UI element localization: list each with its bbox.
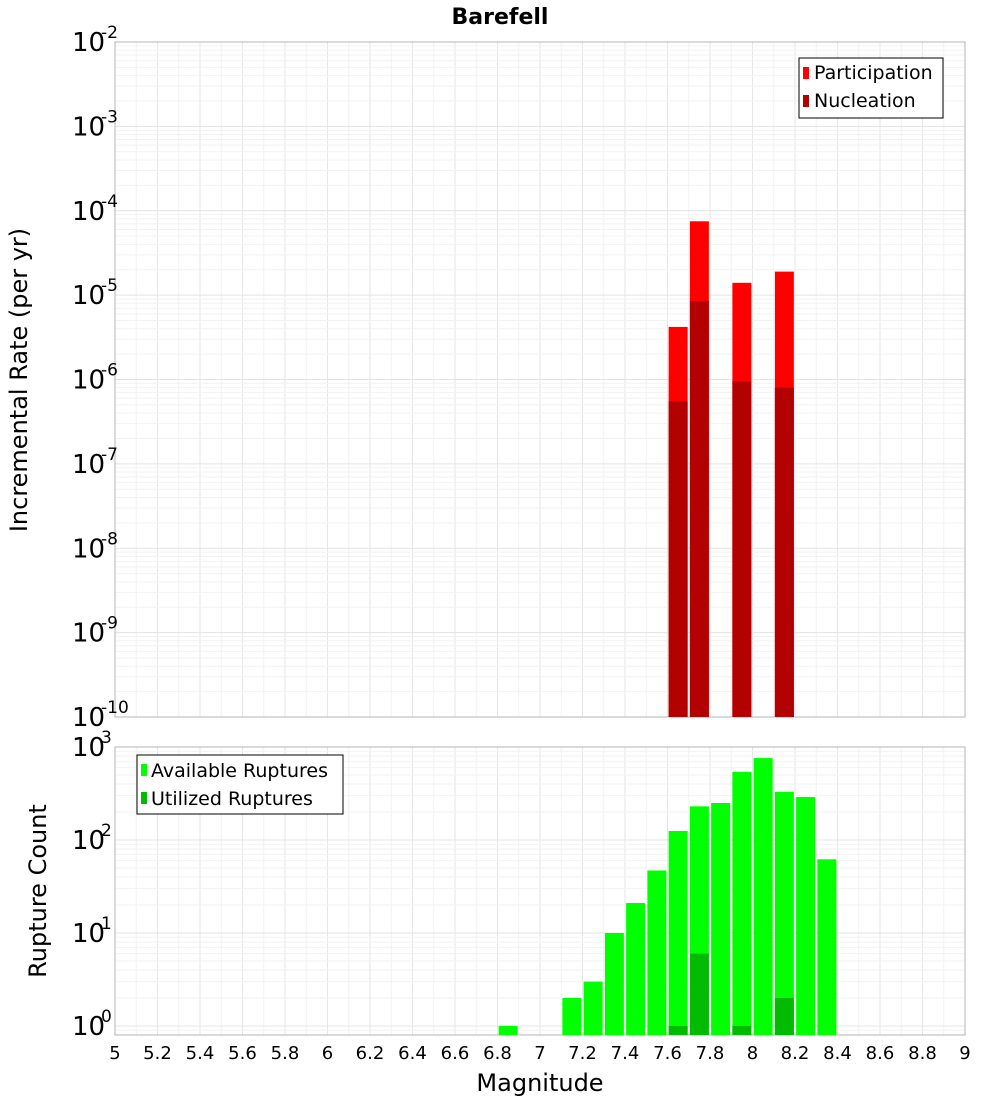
y-tick-label: 10: [72, 919, 105, 949]
bar-utilized-ruptures: [689, 953, 709, 1035]
x-tick-label: 5.2: [143, 1043, 172, 1064]
y-tick-label: 10: [72, 534, 105, 564]
y-tick-exponent: 1: [101, 914, 112, 934]
bottom-legend-box: [136, 754, 344, 815]
y-tick-label: 10: [72, 28, 105, 58]
bar-available-ruptures: [711, 802, 731, 1035]
y-tick-exponent: -4: [101, 192, 118, 212]
x-tick-label: 6.4: [398, 1043, 427, 1064]
y-tick-exponent: 3: [101, 728, 112, 748]
x-tick-label: 6.6: [441, 1043, 470, 1064]
bar-utilized-ruptures: [774, 997, 794, 1035]
bottom-panel-bars: [498, 758, 837, 1035]
x-tick-label: 7.2: [568, 1043, 597, 1064]
y-tick-exponent: -7: [101, 445, 118, 465]
bar-available-ruptures: [753, 758, 773, 1035]
bottom-legend: Available Ruptures Utilized Ruptures: [136, 754, 344, 815]
bar-available-ruptures: [562, 997, 582, 1035]
bar-nucleation: [668, 401, 688, 717]
top-panel-grid: [114, 42, 966, 718]
y-tick-exponent: -5: [101, 276, 118, 296]
x-tick-label: 6.8: [483, 1043, 512, 1064]
bar-available-ruptures: [732, 771, 752, 1035]
y-tick-label: 10: [72, 450, 105, 480]
x-tick-label: 6.2: [356, 1043, 385, 1064]
bar-utilized-ruptures: [732, 1025, 752, 1035]
bar-nucleation: [732, 381, 752, 717]
chart-title: Barefell: [452, 5, 549, 30]
x-tick-label: 5.6: [228, 1043, 257, 1064]
bottom-plot-frame: [114, 746, 966, 1036]
x-tick-label: 7.6: [653, 1043, 682, 1064]
x-tick-label: 8.2: [781, 1043, 810, 1064]
y-tick-label: 10: [72, 733, 105, 763]
y-tick-exponent: 0: [101, 1007, 112, 1027]
bar-available-ruptures: [647, 870, 667, 1035]
x-axis-label: Magnitude: [476, 1069, 603, 1097]
x-tick-label: 8.8: [908, 1043, 937, 1064]
x-tick-label: 8.4: [823, 1043, 852, 1064]
top-y-axis-label: Incremental Rate (per yr): [5, 228, 33, 532]
y-tick-label: 10: [72, 703, 105, 733]
y-tick-exponent: -6: [101, 361, 118, 381]
y-tick-exponent: -9: [101, 614, 118, 634]
y-tick-label: 10: [72, 619, 105, 649]
bar-available-ruptures: [817, 859, 837, 1035]
x-tick-label: 9: [959, 1043, 970, 1064]
legend-label-participation: Participation: [814, 62, 933, 84]
bar-nucleation: [689, 301, 709, 717]
top-legend: Participation Nucleation: [798, 57, 944, 119]
y-tick-exponent: -2: [101, 23, 118, 43]
y-tick-label: 10: [72, 197, 105, 227]
y-tick-exponent: -10: [101, 698, 129, 718]
y-tick-label: 10: [72, 281, 105, 311]
x-tick-label: 6: [322, 1043, 333, 1064]
x-tick-label: 5: [109, 1043, 120, 1064]
x-tick-label: 7.8: [696, 1043, 725, 1064]
legend-swatch-available-ruptures: [141, 764, 147, 776]
top-plot-frame: [114, 41, 966, 718]
legend-swatch-utilized-ruptures: [141, 792, 147, 804]
bar-available-ruptures: [604, 932, 624, 1035]
bar-available-ruptures: [498, 1025, 518, 1035]
y-tick-label: 10: [72, 1012, 105, 1042]
bar-available-ruptures: [796, 796, 816, 1035]
y-tick-exponent: 2: [101, 821, 112, 841]
legend-label-available-ruptures: Available Ruptures: [151, 760, 328, 782]
y-tick-label: 10: [72, 826, 105, 856]
x-tick-label: 7: [534, 1043, 545, 1064]
x-tick-label: 8: [747, 1043, 758, 1064]
bar-available-ruptures: [774, 791, 794, 1035]
y-tick-label: 10: [72, 112, 105, 142]
bar-available-ruptures: [626, 903, 646, 1035]
bar-available-ruptures: [668, 830, 688, 1035]
legend-swatch-nucleation: [803, 95, 809, 107]
top-panel-bars: [668, 221, 794, 718]
y-tick-exponent: -8: [101, 529, 118, 549]
y-tick-exponent: -3: [101, 107, 118, 127]
legend-label-utilized-ruptures: Utilized Ruptures: [151, 788, 313, 810]
x-tick-label: 5.4: [186, 1043, 215, 1064]
bottom-y-axis-label: Rupture Count: [24, 804, 52, 978]
x-tick-label: 8.6: [866, 1043, 895, 1064]
x-tick-label: 5.8: [271, 1043, 300, 1064]
legend-swatch-participation: [803, 67, 809, 79]
x-tick-label: 7.4: [611, 1043, 640, 1064]
bar-available-ruptures: [583, 981, 603, 1035]
legend-label-nucleation: Nucleation: [814, 90, 916, 112]
bar-nucleation: [774, 387, 794, 717]
bar-utilized-ruptures: [668, 1025, 688, 1035]
y-tick-label: 10: [72, 366, 105, 396]
top-legend-box: [798, 57, 944, 119]
x-ticks: 5 5.2 5.4 5.6 5.8 6 6.2 6.4 6.6 6.8 7 7.2 7.4 7.6 7.8 8…: [109, 1043, 970, 1064]
